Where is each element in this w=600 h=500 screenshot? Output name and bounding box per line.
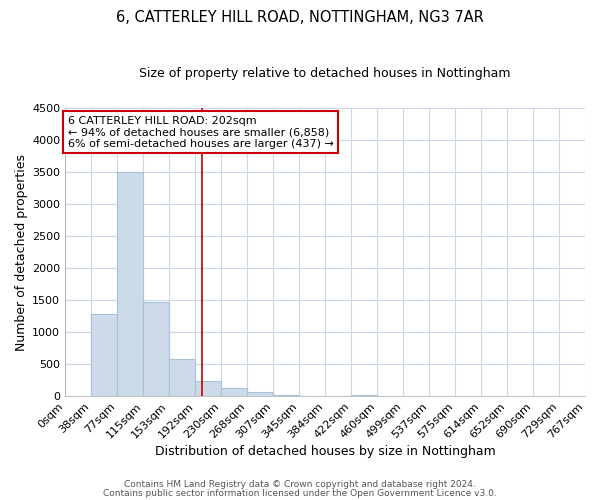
Bar	[118, 172, 143, 396]
X-axis label: Distribution of detached houses by size in Nottingham: Distribution of detached houses by size …	[155, 444, 496, 458]
Text: Contains public sector information licensed under the Open Government Licence v3: Contains public sector information licen…	[103, 488, 497, 498]
Bar	[221, 388, 247, 396]
Bar	[273, 394, 299, 396]
Bar	[247, 392, 273, 396]
Bar	[143, 302, 169, 396]
Bar	[169, 360, 195, 397]
Bar	[91, 314, 118, 396]
Bar	[195, 381, 221, 396]
Y-axis label: Number of detached properties: Number of detached properties	[15, 154, 28, 351]
Title: Size of property relative to detached houses in Nottingham: Size of property relative to detached ho…	[139, 68, 511, 80]
Text: 6, CATTERLEY HILL ROAD, NOTTINGHAM, NG3 7AR: 6, CATTERLEY HILL ROAD, NOTTINGHAM, NG3 …	[116, 10, 484, 25]
Text: Contains HM Land Registry data © Crown copyright and database right 2024.: Contains HM Land Registry data © Crown c…	[124, 480, 476, 489]
Bar	[351, 394, 377, 396]
Text: 6 CATTERLEY HILL ROAD: 202sqm
← 94% of detached houses are smaller (6,858)
6% of: 6 CATTERLEY HILL ROAD: 202sqm ← 94% of d…	[68, 116, 334, 149]
